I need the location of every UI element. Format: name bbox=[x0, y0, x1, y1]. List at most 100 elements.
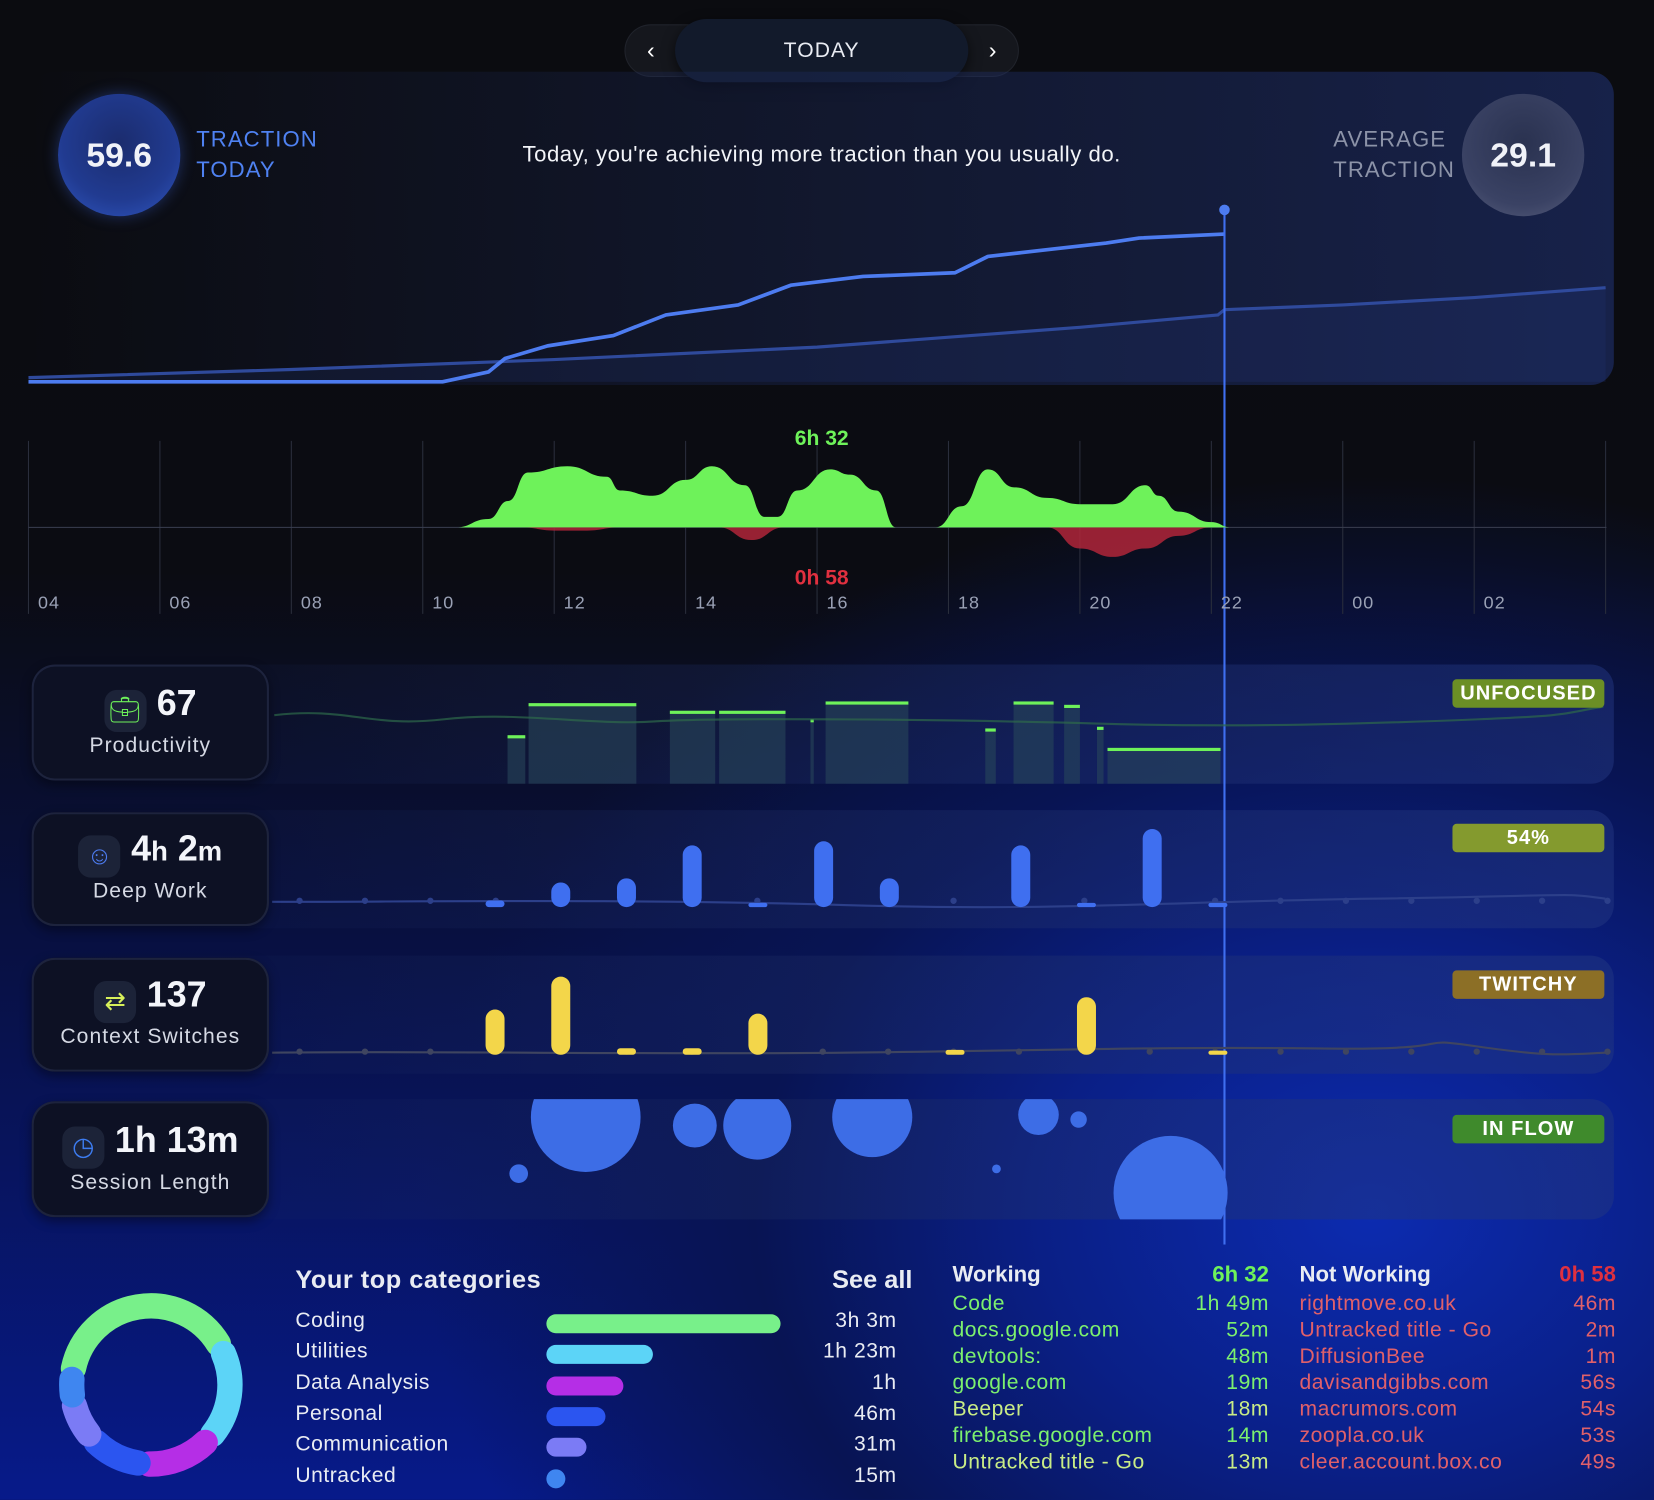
session-bubble bbox=[1070, 1111, 1087, 1128]
traction-today-label: TRACTION TODAY bbox=[196, 124, 318, 185]
working-item: docs.google.com 52m bbox=[952, 1319, 1268, 1345]
label-line: AVERAGE bbox=[1333, 127, 1447, 152]
productivity-bar bbox=[1064, 706, 1080, 784]
category-value: 15m bbox=[853, 1463, 897, 1487]
context-avg-dot bbox=[296, 1048, 303, 1055]
working-item-value: 1h 49m bbox=[1195, 1292, 1269, 1316]
minutes: 2 bbox=[177, 829, 198, 870]
label-line: TRACTION bbox=[1333, 158, 1455, 183]
traction-today-value: 59.6 bbox=[58, 93, 181, 217]
not-working-item-value: 56s bbox=[1580, 1371, 1616, 1395]
category-name: Coding bbox=[295, 1309, 366, 1333]
category-bar bbox=[546, 1376, 624, 1396]
deep-work-avg-dot bbox=[1473, 897, 1480, 904]
productivity-bar bbox=[1107, 749, 1221, 784]
traction-chart-panel bbox=[31, 71, 1614, 386]
deep-work-bar bbox=[748, 902, 768, 908]
see-all-link[interactable]: See all bbox=[832, 1265, 913, 1295]
not-working-item: rightmove.co.uk 46m bbox=[1300, 1292, 1616, 1318]
session-bubble bbox=[992, 1164, 1001, 1174]
x-tick-label: 12 bbox=[563, 592, 586, 613]
working-header: Working 6h 32 bbox=[952, 1263, 1268, 1288]
deep-work-percent-badge: 54% bbox=[1452, 823, 1605, 853]
context-avg-dot bbox=[1342, 1048, 1350, 1055]
productivity-bar bbox=[985, 730, 996, 784]
deep-work-bar bbox=[551, 882, 571, 908]
working-item-name: devtools: bbox=[952, 1344, 1042, 1369]
x-tick-label: 00 bbox=[1352, 592, 1375, 613]
x-tick-label: 06 bbox=[169, 592, 192, 613]
not-working-item-value: 46m bbox=[1573, 1292, 1616, 1316]
category-row[interactable]: Untracked 15m bbox=[295, 1464, 896, 1495]
context-switches-label: Context Switches bbox=[60, 1025, 241, 1049]
label-line: TODAY bbox=[196, 158, 276, 183]
context-switch-bar bbox=[485, 1009, 505, 1055]
productivity-bar bbox=[669, 712, 716, 784]
chevron-right-icon[interactable]: › bbox=[988, 36, 997, 64]
session-bubble bbox=[1113, 1135, 1228, 1220]
category-row[interactable]: Communication 31m bbox=[295, 1433, 896, 1464]
x-tick-label: 16 bbox=[826, 592, 849, 613]
working-area bbox=[455, 466, 1232, 528]
productivity-bar bbox=[507, 737, 526, 784]
working-item: Beeper 18m bbox=[952, 1398, 1268, 1424]
average-area bbox=[28, 287, 1606, 382]
category-value: 46m bbox=[853, 1401, 897, 1425]
deep-work-card[interactable]: ☺ 4h 2m Deep Work bbox=[31, 812, 269, 927]
productivity-card[interactable]: 💼︎ 67 Productivity bbox=[31, 664, 269, 781]
deep-work-bar bbox=[682, 845, 702, 908]
deep-work-avg-dot bbox=[1538, 897, 1546, 904]
working-item-value: 19m bbox=[1226, 1371, 1269, 1395]
not-working-item-name: zoopla.co.uk bbox=[1299, 1423, 1425, 1448]
deep-work-avg-dot bbox=[1211, 897, 1219, 904]
category-bar bbox=[546, 1314, 781, 1334]
chevron-left-icon[interactable]: ‹ bbox=[646, 36, 655, 64]
x-tick-label: 22 bbox=[1220, 592, 1243, 613]
category-row[interactable]: Utilities 1h 23m bbox=[295, 1340, 896, 1371]
productivity-bar-top bbox=[507, 735, 526, 739]
category-name: Data Analysis bbox=[295, 1370, 431, 1395]
productivity-bar-top bbox=[1107, 747, 1221, 752]
not-working-item-name: macrumors.com bbox=[1299, 1397, 1458, 1421]
deep-work-bar bbox=[1208, 902, 1228, 908]
productivity-bar-top bbox=[1013, 701, 1054, 705]
productivity-value: 67 bbox=[156, 683, 197, 724]
x-tick-label: 10 bbox=[432, 592, 455, 613]
productivity-bar bbox=[810, 721, 814, 784]
hours: 4 bbox=[131, 829, 152, 870]
context-switches-card[interactable]: ⇄ 137 Context Switches bbox=[31, 957, 269, 1072]
category-bar bbox=[546, 1437, 587, 1457]
x-tick-label: 08 bbox=[300, 592, 323, 613]
working-title: Working bbox=[952, 1262, 1041, 1287]
category-row[interactable]: Personal 46m bbox=[295, 1402, 896, 1433]
productivity-bar-top bbox=[810, 719, 814, 723]
unfocused-badge: UNFOCUSED bbox=[1452, 679, 1605, 708]
deep-work-avg-dot bbox=[296, 897, 303, 904]
top-categories-title: Your top categories bbox=[295, 1265, 542, 1295]
swap-arrows-icon: ⇄ bbox=[94, 980, 137, 1023]
date-label[interactable]: TODAY bbox=[675, 18, 969, 83]
not-working-item: Untracked title - Go 2m bbox=[1300, 1319, 1616, 1345]
category-row[interactable]: Coding 3h 3m bbox=[295, 1309, 896, 1340]
not-working-item-name: Untracked title - Go bbox=[1299, 1318, 1492, 1342]
category-row[interactable]: Data Analysis 1h bbox=[295, 1371, 896, 1402]
context-avg-dot bbox=[1408, 1048, 1415, 1055]
deep-work-bar bbox=[485, 900, 505, 908]
donut-segment bbox=[59, 1366, 86, 1408]
donut-segment bbox=[83, 1429, 151, 1476]
session-bubble bbox=[1018, 1099, 1059, 1136]
working-item-value: 48m bbox=[1226, 1344, 1269, 1369]
session-length-card[interactable]: ◷ 1h 13m Session Length bbox=[31, 1101, 269, 1218]
session-length-value: 1h 13m bbox=[114, 1120, 239, 1161]
session-bubble bbox=[672, 1103, 717, 1148]
deep-work-bar bbox=[1076, 902, 1096, 908]
working-total-label: 6h 32 bbox=[794, 427, 849, 451]
productivity-bar-top bbox=[985, 728, 996, 732]
context-avg-line bbox=[272, 1041, 1606, 1056]
x-tick-label: 14 bbox=[695, 592, 718, 613]
category-value: 1h 23m bbox=[823, 1339, 897, 1364]
deep-work-avg-line bbox=[272, 893, 1606, 909]
not-working-total: 0h 58 bbox=[1559, 1262, 1616, 1287]
productivity-bar bbox=[528, 705, 637, 784]
not-working-header: Not Working 0h 58 bbox=[1300, 1263, 1616, 1288]
